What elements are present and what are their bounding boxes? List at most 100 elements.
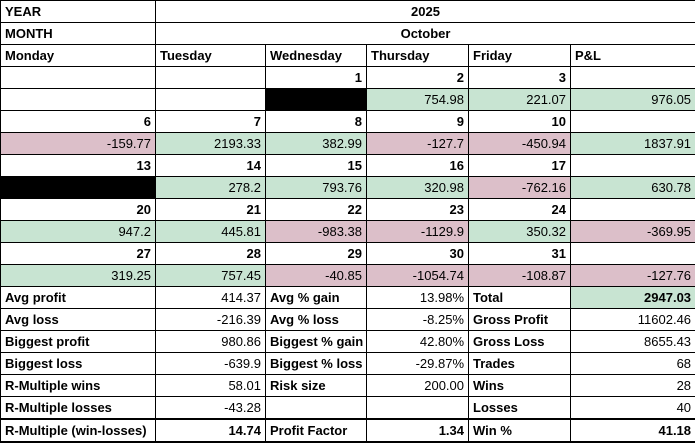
date-cell[interactable]: 1 — [266, 67, 367, 89]
summary-value-biggest-profit[interactable]: 980.86 — [156, 331, 266, 353]
summary-value-biggest-loss[interactable]: -639.9 — [156, 353, 266, 375]
summary-value-rmultiple-losses[interactable]: -43.28 — [156, 397, 266, 420]
date-cell[interactable]: 24 — [469, 199, 571, 221]
summary-label-gross-loss[interactable]: Gross Loss — [469, 331, 571, 353]
daily-pnl-cell[interactable]: -108.87 — [469, 265, 571, 287]
daily-pnl-cell[interactable]: -1054.74 — [367, 265, 469, 287]
summary-value-profit-factor[interactable]: 1.34 — [367, 419, 469, 442]
summary-label-avg-loss[interactable]: Avg loss — [1, 309, 156, 331]
blocked-cell[interactable] — [1, 177, 156, 199]
summary-value-trades[interactable]: 68 — [571, 353, 695, 375]
daily-pnl-cell[interactable]: -40.85 — [266, 265, 367, 287]
summary-value-avg-loss[interactable]: -216.39 — [156, 309, 266, 331]
summary-label-wins[interactable]: Wins — [469, 375, 571, 397]
summary-label-avg-pct-loss[interactable]: Avg % loss — [266, 309, 367, 331]
summary-value-win-pct[interactable]: 41.18 — [571, 419, 695, 442]
daily-pnl-cell[interactable]: 319.25 — [1, 265, 156, 287]
daily-pnl-cell[interactable]: 278.2 — [156, 177, 266, 199]
day-header-pnl[interactable]: P&L — [571, 45, 695, 67]
day-header-tuesday[interactable]: Tuesday — [156, 45, 266, 67]
date-cell[interactable]: 2 — [367, 67, 469, 89]
summary-value-risk-size[interactable]: 200.00 — [367, 375, 469, 397]
summary-label-biggest-loss[interactable]: Biggest loss — [1, 353, 156, 375]
summary-label-rmultiple-net[interactable]: R-Multiple (win-losses) — [1, 419, 156, 442]
date-cell[interactable]: 30 — [367, 243, 469, 265]
summary-value-biggest-pct-gain[interactable]: 42.80% — [367, 331, 469, 353]
daily-pnl-cell[interactable]: 445.81 — [156, 221, 266, 243]
summary-label-gross-profit[interactable]: Gross Profit — [469, 309, 571, 331]
summary-value-total[interactable]: 2947.03 — [571, 287, 695, 309]
month-value-cell[interactable]: October — [156, 23, 695, 45]
daily-pnl-cell[interactable]: -450.94 — [469, 133, 571, 155]
blocked-cell[interactable] — [266, 89, 367, 111]
summary-value-avg-pct-gain[interactable]: 13.98% — [367, 287, 469, 309]
summary-label-rmultiple-wins[interactable]: R-Multiple wins — [1, 375, 156, 397]
summary-label-win-pct[interactable]: Win % — [469, 419, 571, 442]
date-cell[interactable]: 20 — [1, 199, 156, 221]
daily-pnl-cell[interactable]: 757.45 — [156, 265, 266, 287]
daily-pnl-cell[interactable] — [156, 89, 266, 111]
date-cell[interactable]: 9 — [367, 111, 469, 133]
daily-pnl-cell[interactable]: 947.2 — [1, 221, 156, 243]
date-cell[interactable] — [571, 67, 695, 89]
date-cell[interactable]: 22 — [266, 199, 367, 221]
summary-value-losses[interactable]: 40 — [571, 397, 695, 420]
summary-label-biggest-profit[interactable]: Biggest profit — [1, 331, 156, 353]
summary-empty-cell[interactable] — [367, 397, 469, 420]
day-header-wednesday[interactable]: Wednesday — [266, 45, 367, 67]
daily-pnl-cell[interactable] — [1, 89, 156, 111]
summary-value-wins[interactable]: 28 — [571, 375, 695, 397]
date-cell[interactable]: 3 — [469, 67, 571, 89]
summary-value-avg-pct-loss[interactable]: -8.25% — [367, 309, 469, 331]
date-cell[interactable]: 27 — [1, 243, 156, 265]
daily-pnl-cell[interactable]: -1129.9 — [367, 221, 469, 243]
date-cell[interactable]: 31 — [469, 243, 571, 265]
date-cell[interactable]: 21 — [156, 199, 266, 221]
daily-pnl-cell[interactable]: 320.98 — [367, 177, 469, 199]
daily-pnl-cell[interactable]: 754.98 — [367, 89, 469, 111]
summary-label-losses[interactable]: Losses — [469, 397, 571, 420]
year-value-cell[interactable]: 2025 — [156, 1, 695, 23]
summary-label-avg-pct-gain[interactable]: Avg % gain — [266, 287, 367, 309]
summary-value-avg-profit[interactable]: 414.37 — [156, 287, 266, 309]
weekly-pnl-cell[interactable]: -127.76 — [571, 265, 695, 287]
date-cell[interactable] — [156, 67, 266, 89]
daily-pnl-cell[interactable]: -159.77 — [1, 133, 156, 155]
daily-pnl-cell[interactable]: 382.99 — [266, 133, 367, 155]
summary-label-profit-factor[interactable]: Profit Factor — [266, 419, 367, 442]
daily-pnl-cell[interactable]: 2193.33 — [156, 133, 266, 155]
month-label-cell[interactable]: MONTH — [1, 23, 156, 45]
day-header-friday[interactable]: Friday — [469, 45, 571, 67]
summary-label-rmultiple-losses[interactable]: R-Multiple losses — [1, 397, 156, 420]
date-cell[interactable]: 13 — [1, 155, 156, 177]
daily-pnl-cell[interactable]: -127.7 — [367, 133, 469, 155]
date-cell[interactable] — [1, 67, 156, 89]
date-cell[interactable]: 14 — [156, 155, 266, 177]
date-cell[interactable] — [571, 199, 695, 221]
date-cell[interactable]: 16 — [367, 155, 469, 177]
summary-value-rmultiple-wins[interactable]: 58.01 — [156, 375, 266, 397]
summary-label-biggest-pct-gain[interactable]: Biggest % gain — [266, 331, 367, 353]
daily-pnl-cell[interactable]: 221.07 — [469, 89, 571, 111]
daily-pnl-cell[interactable]: -983.38 — [266, 221, 367, 243]
date-cell[interactable]: 10 — [469, 111, 571, 133]
summary-value-rmultiple-net[interactable]: 14.74 — [156, 419, 266, 442]
summary-value-gross-profit[interactable]: 11602.46 — [571, 309, 695, 331]
daily-pnl-cell[interactable]: -762.16 — [469, 177, 571, 199]
weekly-pnl-cell[interactable]: 630.78 — [571, 177, 695, 199]
daily-pnl-cell[interactable]: 793.76 — [266, 177, 367, 199]
summary-label-total[interactable]: Total — [469, 287, 571, 309]
summary-label-risk-size[interactable]: Risk size — [266, 375, 367, 397]
date-cell[interactable] — [571, 243, 695, 265]
date-cell[interactable]: 23 — [367, 199, 469, 221]
date-cell[interactable]: 17 — [469, 155, 571, 177]
weekly-pnl-cell[interactable]: -369.95 — [571, 221, 695, 243]
date-cell[interactable]: 8 — [266, 111, 367, 133]
date-cell[interactable]: 6 — [1, 111, 156, 133]
daily-pnl-cell[interactable]: 350.32 — [469, 221, 571, 243]
date-cell[interactable]: 28 — [156, 243, 266, 265]
summary-value-gross-loss[interactable]: 8655.43 — [571, 331, 695, 353]
summary-label-trades[interactable]: Trades — [469, 353, 571, 375]
summary-value-biggest-pct-loss[interactable]: -29.87% — [367, 353, 469, 375]
date-cell[interactable]: 29 — [266, 243, 367, 265]
